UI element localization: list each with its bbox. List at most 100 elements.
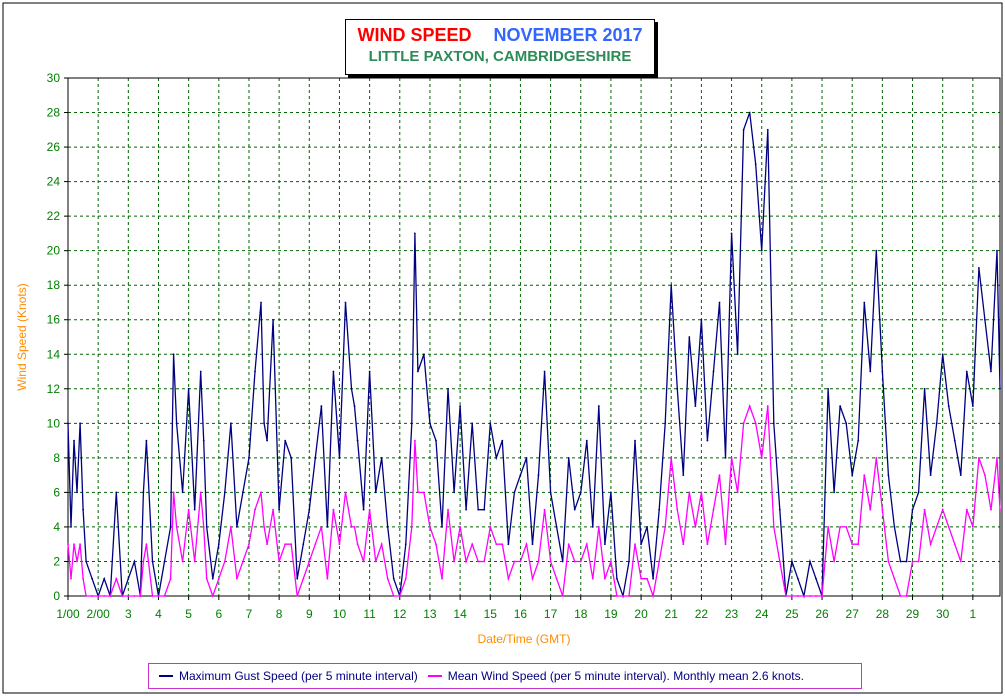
- mean-series-point: [531, 577, 534, 580]
- x-tick-label: 23: [725, 607, 739, 621]
- mean-series-point: [423, 491, 425, 494]
- mean-series-point: [790, 595, 793, 597]
- gust-series-point: [730, 232, 733, 235]
- y-tick-label: 12: [47, 382, 61, 396]
- mean-series-point: [236, 577, 238, 580]
- gust-series-point: [338, 456, 341, 459]
- gust-series-point: [778, 508, 781, 511]
- gust-series-point: [911, 508, 914, 511]
- mean-series-point: [555, 577, 558, 580]
- mean-series-point: [248, 543, 250, 546]
- gust-series-point: [929, 474, 932, 477]
- mean-series-line: [67, 404, 1001, 599]
- gust-series-point: [999, 387, 1001, 390]
- mean-series-point: [211, 595, 214, 597]
- mean-series-point: [308, 560, 311, 563]
- mean-series-point: [610, 560, 612, 563]
- gust-series-point: [579, 491, 582, 494]
- x-tick-label: 16: [514, 607, 528, 621]
- mean-series-point: [616, 595, 618, 597]
- mean-series-point: [163, 595, 166, 597]
- gust-series-point: [706, 439, 709, 442]
- mean-series-point: [525, 543, 528, 546]
- y-tick-label: 6: [53, 485, 60, 499]
- mean-series-point: [374, 560, 377, 563]
- mean-series-point: [229, 526, 232, 528]
- mean-series-point: [380, 543, 383, 546]
- mean-series-point: [416, 491, 419, 494]
- mean-series-point: [875, 456, 878, 459]
- gust-series-point: [996, 249, 998, 252]
- gust-series-point: [453, 491, 455, 494]
- gust-series-point: [839, 405, 842, 407]
- gust-series-point: [229, 422, 232, 425]
- gust-series-point: [326, 526, 329, 528]
- gust-series-point: [748, 111, 751, 114]
- gust-series-point: [133, 560, 136, 563]
- mean-series-point: [353, 526, 356, 528]
- gust-series-point: [290, 456, 293, 459]
- mean-series-point: [169, 577, 172, 580]
- gust-series-point: [573, 508, 576, 511]
- title-part-month: NOVEMBER 2017: [493, 25, 643, 45]
- mean-series-point: [851, 543, 854, 546]
- x-tick-label: 29: [906, 607, 920, 621]
- mean-series-point: [893, 577, 896, 580]
- mean-series-point: [76, 560, 78, 563]
- gust-series-point: [525, 456, 528, 459]
- x-tick-label: 21: [665, 607, 679, 621]
- x-tick-label: 1: [970, 607, 977, 621]
- gust-series-point: [965, 370, 968, 373]
- mean-series-point: [404, 577, 407, 580]
- gust-series-point: [368, 370, 371, 373]
- gust-series-point: [483, 508, 486, 511]
- mean-series-point: [103, 595, 106, 597]
- mean-series-point: [441, 577, 443, 580]
- gust-series-point: [875, 249, 878, 252]
- chart-subtitle: LITTLE PAXTON, CAMBRIDGESHIRE: [368, 48, 632, 65]
- mean-series-point: [579, 560, 582, 563]
- gust-series-point: [634, 439, 636, 442]
- mean-series-point: [356, 543, 359, 546]
- mean-series-point: [905, 595, 908, 597]
- gust-series-point: [658, 508, 661, 511]
- gust-series-point: [356, 439, 359, 442]
- mean-series-point: [82, 577, 84, 580]
- gust-series-point: [640, 543, 642, 546]
- mean-series-point: [748, 405, 751, 407]
- gust-series-point: [187, 387, 190, 390]
- gust-series-point: [242, 491, 244, 494]
- mean-series-point: [133, 595, 136, 597]
- gust-series-point: [236, 526, 238, 528]
- mean-series-point: [917, 560, 920, 563]
- mean-series-point: [585, 543, 588, 546]
- gust-series-point: [543, 370, 546, 373]
- mean-series-point: [507, 577, 510, 580]
- mean-series-point: [959, 560, 962, 563]
- gust-series-point: [386, 526, 389, 528]
- x-tick-label: 6: [215, 607, 222, 621]
- gust-series-point: [603, 543, 606, 546]
- mean-series-point: [272, 508, 275, 511]
- gust-series-point: [990, 370, 992, 373]
- mean-series-point: [290, 543, 293, 546]
- mean-series-point: [567, 543, 570, 546]
- mean-series-point: [827, 526, 829, 528]
- mean-series-point: [85, 595, 87, 597]
- mean-series-point: [815, 595, 817, 597]
- gust-series-point: [851, 474, 854, 477]
- mean-series-point: [151, 595, 154, 597]
- mean-series-point: [453, 560, 455, 563]
- gust-series-point: [863, 301, 866, 304]
- gust-series-point: [797, 577, 799, 580]
- mean-series-point: [459, 526, 462, 528]
- mean-series-point: [254, 508, 256, 511]
- mean-series-point: [447, 508, 449, 511]
- mean-series-point: [477, 560, 480, 563]
- mean-series-point: [839, 526, 842, 528]
- x-tick-label: 13: [423, 607, 437, 621]
- gust-series-point: [549, 491, 552, 494]
- x-tick-label: 15: [484, 607, 498, 621]
- x-tick-label: 24: [755, 607, 769, 621]
- gust-series-point: [320, 405, 323, 407]
